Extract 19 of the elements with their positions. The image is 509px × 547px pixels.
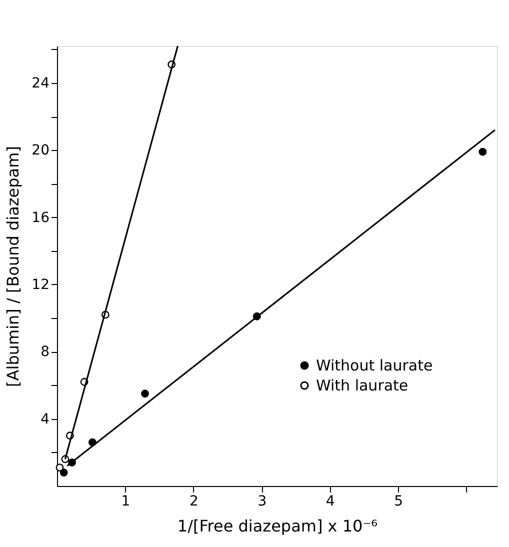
x-axis-title: 1/[Free diazepam] x 10⁻⁶ [177,516,378,536]
x-tick-label: 5 [394,494,404,510]
y-tick-label: 16 [32,210,50,226]
y-tick-label: 8 [40,344,50,360]
x-tick-label: 1 [121,494,130,510]
y-axis-title: [Albumin] / [Bound diazepam] [4,146,23,387]
y-tick-label: 20 [32,142,50,159]
legend-label: Without laurate [316,356,433,374]
x-tick-label: 3 [258,494,267,510]
y-tick-label: 24 [32,75,50,92]
x-tick-label: 2 [189,494,198,510]
x-tick-label: 4 [326,494,335,510]
y-tick-label: 4 [40,411,50,428]
point [60,468,68,477]
point [141,390,149,398]
point [56,464,64,472]
legend-label: With laurate [316,376,408,394]
y-tick-label: 12 [32,276,50,293]
point [478,148,487,156]
